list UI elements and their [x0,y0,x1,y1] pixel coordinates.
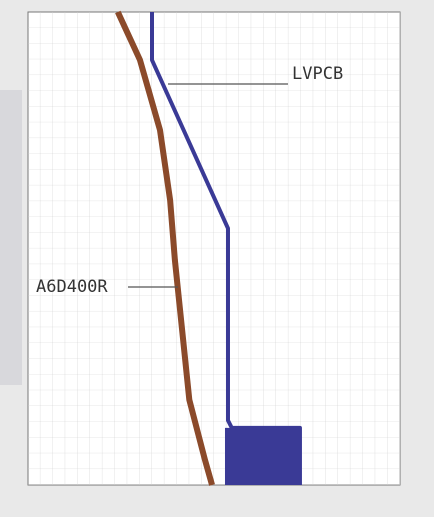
curve [150,12,302,485]
series-label: A6D400R [36,277,108,297]
trip-region [224,427,300,485]
curve [115,10,215,486]
side-band [0,90,22,385]
series-label: LVPCB [292,64,343,84]
grid [28,12,400,485]
